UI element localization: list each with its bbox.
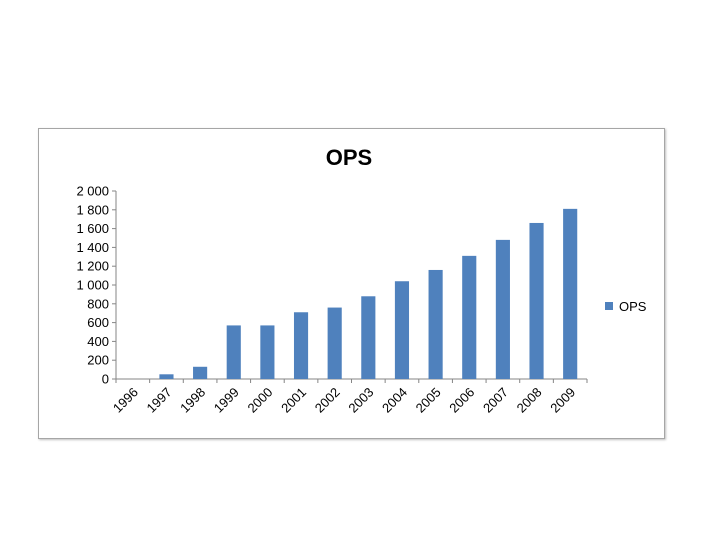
y-tick-label: 2 000 — [76, 184, 109, 199]
legend: OPS — [605, 299, 647, 314]
y-tick-label: 1 200 — [76, 259, 109, 274]
bar-2002 — [327, 307, 342, 379]
y-tick-label: 0 — [102, 372, 109, 387]
x-tick-label: 2002 — [312, 385, 343, 416]
x-tick-label: 2004 — [379, 385, 410, 416]
bar-2007 — [495, 239, 510, 379]
chart-frame: OPS 0 200 400 600 800 1 000 1 200 1 400 1 600 1 8… — [38, 128, 665, 439]
x-tick-label: 1998 — [177, 385, 208, 416]
x-axis: 1996 1997 1998 1999 2000 2001 2002 2003 2004 2005… — [110, 378, 588, 416]
bar-2000 — [260, 325, 275, 379]
bar-2006 — [462, 255, 477, 379]
x-tick-label: 2000 — [244, 385, 275, 416]
y-tick-label: 1 600 — [76, 221, 109, 236]
x-tick-label: 2006 — [446, 385, 477, 416]
bars — [159, 208, 578, 379]
bar-2004 — [394, 281, 410, 379]
x-tick-label: 2001 — [278, 385, 309, 416]
x-tick-label: 2005 — [413, 385, 444, 416]
ops-bar-chart: OPS 0 200 400 600 800 1 000 1 200 1 400 1 600 1 8… — [76, 145, 647, 416]
chart-title: OPS — [326, 145, 372, 170]
bar-1999 — [226, 325, 241, 379]
legend-label: OPS — [619, 299, 647, 314]
bar-2003 — [361, 296, 376, 379]
y-tick-label: 400 — [87, 334, 109, 349]
x-tick-label: 2003 — [345, 385, 376, 416]
y-tick-label: 1 400 — [76, 240, 109, 255]
y-tick-label: 600 — [87, 315, 109, 330]
x-tick-label: 1997 — [144, 385, 175, 416]
x-tick-label: 2008 — [514, 385, 545, 416]
bar-2008 — [529, 222, 544, 379]
legend-swatch — [605, 302, 613, 310]
bar-2001 — [293, 312, 309, 379]
bar-1997 — [159, 374, 174, 379]
y-tick-label: 200 — [87, 353, 109, 368]
x-tick-label: 1996 — [110, 385, 141, 416]
x-tick-label: 2009 — [547, 385, 578, 416]
bar-2005 — [428, 269, 443, 379]
x-tick-label: 1999 — [211, 385, 242, 416]
x-tick-label: 2007 — [480, 385, 511, 416]
y-tick-label: 800 — [87, 296, 109, 311]
bar-2009 — [563, 208, 578, 379]
y-tick-label: 1 800 — [76, 202, 109, 217]
y-tick-label: 1 000 — [76, 278, 109, 293]
bar-1998 — [193, 366, 208, 379]
y-axis: 0 200 400 600 800 1 000 1 200 1 400 1 600 1 800 2 … — [76, 184, 117, 387]
